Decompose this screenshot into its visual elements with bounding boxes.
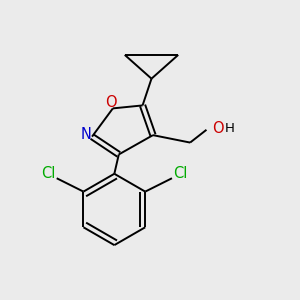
Text: H: H [224,122,234,135]
Text: Cl: Cl [173,166,188,181]
Text: O: O [106,95,117,110]
Text: Cl: Cl [41,166,56,181]
Text: N: N [81,127,92,142]
Text: O: O [212,121,224,136]
